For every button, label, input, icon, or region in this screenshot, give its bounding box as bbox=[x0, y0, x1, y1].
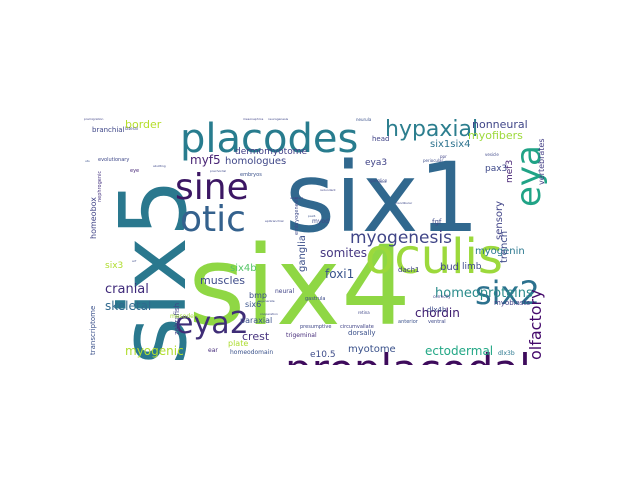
word-cloud-word: foxi1 bbox=[325, 267, 355, 281]
word-cloud-word: nephrogenic bbox=[97, 170, 103, 202]
word-cloud-word: myotome bbox=[348, 344, 396, 355]
word-cloud-word: head bbox=[372, 135, 390, 143]
word-cloud-word: somites bbox=[320, 246, 367, 260]
word-cloud-word: myod bbox=[312, 218, 329, 225]
word-cloud-word: mesonephros bbox=[243, 117, 264, 121]
word-cloud-word: limb bbox=[462, 262, 482, 272]
word-cloud-word: cooperation bbox=[260, 312, 278, 316]
word-cloud-word: placodes bbox=[180, 116, 359, 162]
word-cloud-word: arf bbox=[132, 259, 137, 263]
word-cloud-word: transcriptome bbox=[89, 305, 97, 355]
word-cloud-word: homologues bbox=[225, 156, 287, 167]
word-cloud-word: epibranchial bbox=[265, 219, 284, 223]
word-cloud-word: myogenesis bbox=[350, 228, 452, 248]
word-cloud-word: oculis bbox=[365, 229, 503, 285]
word-cloud-word: ventral bbox=[428, 319, 446, 325]
word-cloud-word: six4 bbox=[188, 222, 411, 350]
word-cloud-word: myoblasts bbox=[494, 299, 530, 307]
word-cloud-word: pax6 bbox=[308, 214, 316, 218]
word-cloud-word: dermomyotome bbox=[235, 147, 308, 157]
word-cloud-word: chordin bbox=[415, 306, 460, 320]
word-cloud-word: regenerate bbox=[258, 299, 275, 303]
word-cloud-word: correctly bbox=[433, 294, 451, 299]
word-cloud-word: periocular bbox=[423, 158, 444, 163]
word-cloud-word: pax3 bbox=[485, 164, 508, 174]
word-cloud-word: trigeminal bbox=[286, 332, 317, 339]
word-cloud-word: branchial bbox=[92, 126, 125, 134]
word-cloud-word: abutting bbox=[153, 164, 166, 168]
word-cloud-word: neurula bbox=[356, 117, 372, 122]
word-cloud-word: eya2 bbox=[175, 306, 249, 341]
word-cloud-word: redundant bbox=[320, 188, 336, 192]
word-cloud-word: homeoproteins bbox=[435, 286, 533, 301]
word-cloud-word: six2 bbox=[475, 274, 540, 312]
word-cloud-word: border bbox=[125, 118, 162, 131]
word-cloud-word: crest bbox=[242, 330, 270, 343]
word-cloud-word: fgf bbox=[432, 218, 442, 226]
word-cloud: six4six1six5oculispreplacodalplacodessin… bbox=[80, 115, 560, 365]
word-cloud-word: premigration bbox=[84, 117, 104, 121]
word-cloud-word: myogenin bbox=[475, 246, 525, 257]
word-cloud-word: cranial bbox=[105, 282, 149, 297]
word-cloud-word: vertebrates bbox=[537, 138, 546, 186]
word-cloud-word: ganglion bbox=[370, 178, 388, 183]
word-cloud-word: neurogenesis bbox=[268, 117, 289, 121]
word-cloud-word: ganglia bbox=[297, 235, 308, 272]
word-cloud-word: dorsally bbox=[348, 329, 376, 337]
word-cloud-word: evolutionary bbox=[98, 157, 130, 163]
word-cloud-word: ppr bbox=[440, 154, 447, 159]
word-cloud-word: skeletal bbox=[105, 299, 152, 313]
word-cloud-word: plate bbox=[228, 339, 249, 348]
word-cloud-word: embryogenesis bbox=[294, 196, 300, 235]
word-cloud-word: myofibers bbox=[468, 129, 523, 142]
word-cloud-word: six1six4 bbox=[430, 139, 471, 150]
word-cloud-word: anterior bbox=[398, 319, 418, 325]
word-cloud-word: eya3 bbox=[365, 158, 388, 168]
word-cloud-word: gastrula bbox=[305, 296, 326, 302]
word-cloud-word: e10.5 bbox=[310, 350, 336, 360]
word-cloud-word: sensory bbox=[494, 200, 505, 240]
word-cloud-word: ectodermal bbox=[425, 344, 494, 358]
word-cloud-word: tbx1 bbox=[380, 180, 387, 184]
word-cloud-word: preplacodal bbox=[285, 349, 531, 366]
word-cloud-word: muscles bbox=[200, 274, 246, 287]
word-cloud-word: uts bbox=[85, 159, 90, 163]
word-cloud-word: homeodomain bbox=[230, 349, 274, 356]
word-cloud-word: embryos bbox=[240, 172, 262, 178]
word-cloud-word: six6 bbox=[245, 300, 262, 309]
word-cloud-word: dlx4b bbox=[427, 306, 447, 314]
word-cloud-word: eye bbox=[130, 168, 140, 174]
word-cloud-word: six3 bbox=[105, 261, 124, 271]
word-cloud-word: myf5 bbox=[190, 153, 221, 167]
word-cloud-word: adjacent bbox=[290, 196, 303, 200]
word-cloud-word: mandibular bbox=[395, 201, 413, 205]
word-cloud-word: lateral bbox=[125, 126, 138, 131]
word-cloud-word: sine bbox=[175, 167, 249, 208]
word-cloud-word: mef3 bbox=[505, 159, 515, 183]
word-cloud-word: dlx3b bbox=[498, 350, 515, 357]
word-cloud-word: nonneural bbox=[472, 118, 528, 131]
word-cloud-word: hypaxial bbox=[385, 117, 479, 142]
word-cloud-word: otic bbox=[180, 199, 246, 240]
word-cloud-word: mesoderm bbox=[170, 313, 203, 320]
word-cloud-word: presumptive bbox=[300, 324, 332, 330]
word-cloud-word: ear bbox=[208, 347, 218, 354]
word-cloud-word: retina bbox=[358, 310, 370, 315]
word-cloud-word: homeobox bbox=[89, 196, 98, 239]
word-cloud-word: six1 bbox=[285, 142, 480, 254]
word-cloud-word: paraxial bbox=[240, 316, 273, 325]
word-cloud-word: bmp bbox=[249, 291, 267, 300]
word-cloud-word: bud bbox=[440, 262, 460, 273]
word-cloud-word: myogenic bbox=[125, 344, 184, 358]
word-cloud-word: prechordal bbox=[210, 169, 227, 173]
word-cloud-word: vesicle bbox=[485, 152, 499, 157]
word-cloud-word: neural bbox=[275, 288, 295, 295]
word-cloud-word: dach1 bbox=[398, 266, 420, 274]
word-cloud-word: six4b bbox=[230, 263, 257, 274]
word-cloud-word: circumvallate bbox=[340, 324, 374, 330]
